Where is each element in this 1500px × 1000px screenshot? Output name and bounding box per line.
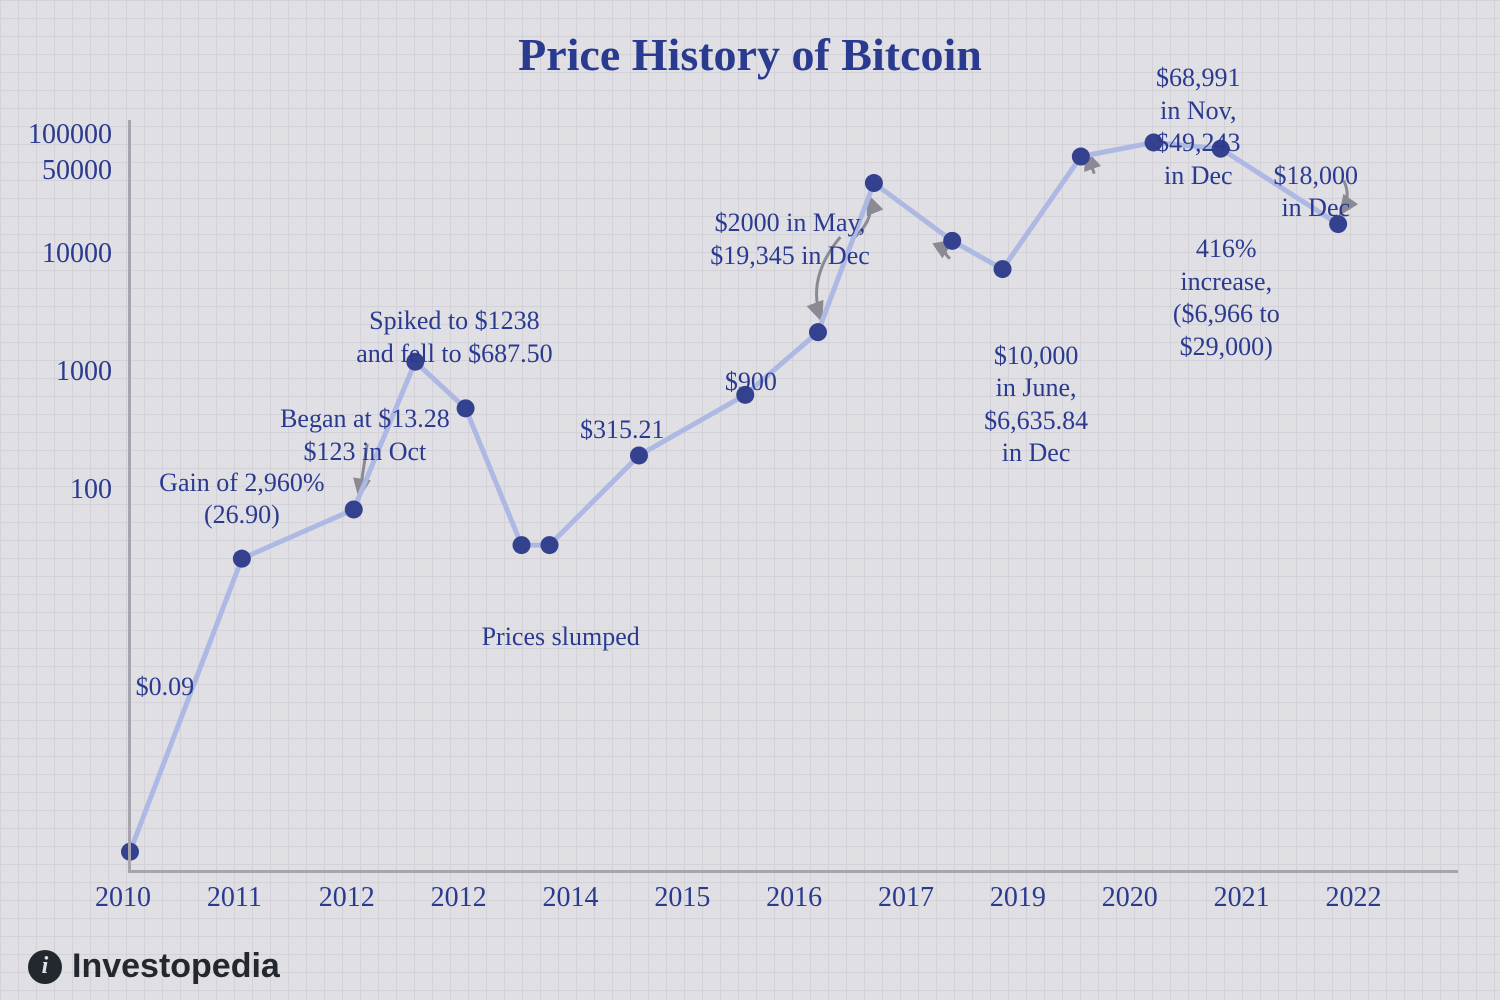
x-tick-label: 2015 bbox=[654, 882, 710, 914]
chart-annotation: $900 bbox=[631, 366, 871, 399]
data-point bbox=[809, 323, 827, 341]
investopedia-logo-icon: i bbox=[28, 950, 62, 984]
chart-annotation: Began at $13.28$123 in Oct bbox=[245, 403, 485, 468]
y-tick-label: 100 bbox=[0, 474, 112, 506]
data-point bbox=[994, 260, 1012, 278]
chart-annotation: $0.09 bbox=[136, 671, 276, 704]
data-point bbox=[865, 174, 883, 192]
data-point bbox=[630, 446, 648, 464]
data-point bbox=[943, 232, 961, 250]
x-tick-label: 2014 bbox=[542, 882, 598, 914]
chart-annotation: Gain of 2,960%(26.90) bbox=[122, 467, 362, 532]
x-tick-label: 2016 bbox=[766, 882, 822, 914]
x-tick-label: 2011 bbox=[207, 882, 262, 914]
chart-annotation: Prices slumped bbox=[441, 621, 681, 654]
data-point bbox=[233, 550, 251, 568]
data-point bbox=[513, 536, 531, 554]
x-tick-label: 2019 bbox=[990, 882, 1046, 914]
x-tick-label: 2010 bbox=[95, 882, 151, 914]
chart-annotation: Spiked to $1238and fell to $687.50 bbox=[334, 305, 574, 370]
y-tick-label: 1000 bbox=[0, 356, 112, 388]
y-tick-label: 10000 bbox=[0, 238, 112, 270]
y-tick-label: 100000 bbox=[0, 119, 112, 151]
x-tick-label: 2012 bbox=[431, 882, 487, 914]
data-point bbox=[540, 536, 558, 554]
x-tick-label: 2017 bbox=[878, 882, 934, 914]
chart-annotation: $315.21 bbox=[502, 414, 742, 447]
source-attribution: i Investopedia bbox=[28, 947, 280, 986]
x-axis bbox=[128, 870, 1458, 873]
x-tick-label: 2012 bbox=[319, 882, 375, 914]
chart-annotation: $18,000in Dec bbox=[1196, 160, 1436, 225]
x-tick-label: 2022 bbox=[1326, 882, 1382, 914]
chart-annotation: $2000 in May,$19,345 in Dec bbox=[670, 207, 910, 272]
chart-annotation: 416%increase,($6,966 to$29,000) bbox=[1106, 233, 1346, 363]
y-tick-label: 50000 bbox=[0, 155, 112, 187]
x-tick-label: 2020 bbox=[1102, 882, 1158, 914]
x-tick-label: 2021 bbox=[1214, 882, 1270, 914]
source-name: Investopedia bbox=[72, 947, 280, 986]
